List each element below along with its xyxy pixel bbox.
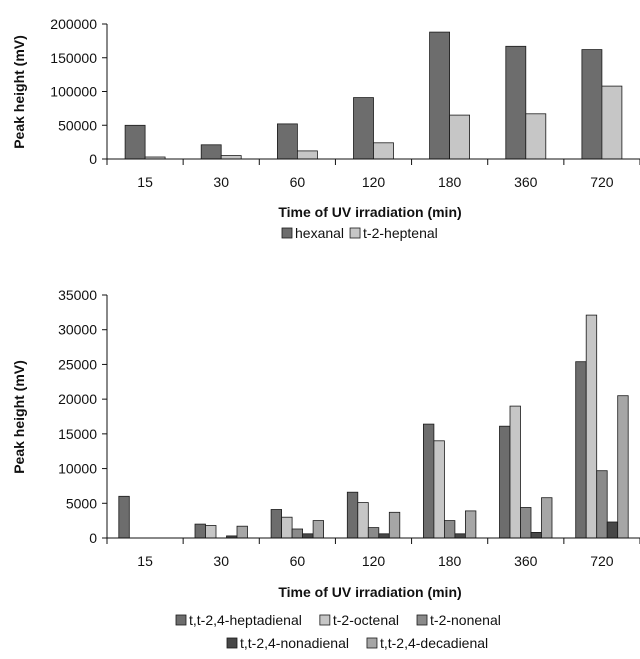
y-tick-label: 150000 <box>50 50 97 66</box>
x-tick-label: 120 <box>362 174 386 190</box>
bar-hexanal-60 <box>276 123 298 160</box>
y-tick-label: 100000 <box>50 84 97 100</box>
bar-t-2-heptenal-60 <box>296 150 318 160</box>
axes-group: 0 5000 10000 15000 20000 25000 30000 35000 15 30 6… <box>58 287 640 569</box>
legend-label: t,t-2,4-nonadienal <box>240 635 349 651</box>
x-tick-label: 720 <box>590 174 614 190</box>
legend-label: t,t-2,4-heptadienal <box>189 612 302 628</box>
bar-t-t-2-4-nonadienal-360 <box>530 532 542 539</box>
legend-label: t-2-nonenal <box>430 612 501 628</box>
legend-swatch <box>281 227 293 239</box>
bar-t-2-nonenal-720 <box>596 470 608 539</box>
bar-t-t-2-4-heptadienal-60 <box>270 509 283 539</box>
y-axis-title: Peak height (mV) <box>11 360 27 474</box>
bar-t-t-2-4-heptadienal-120 <box>346 491 359 539</box>
legend: t,t-2,4-heptadienal t-2-octenal t-2-nonena… <box>175 612 501 651</box>
x-tick-label: 30 <box>213 174 229 190</box>
y-tick-label: 25000 <box>58 356 97 372</box>
x-tick-label: 360 <box>514 174 538 190</box>
bar-t-t-2-4-heptadienal-720 <box>575 361 587 539</box>
bar-t-t-2-4-decadienal-120 <box>388 511 401 539</box>
bar-t-t-2-4-heptadienal-180 <box>422 423 435 539</box>
bar-hexanal-360 <box>505 45 527 160</box>
y-tick-label: 20000 <box>58 391 97 407</box>
bar-hexanal-15 <box>124 124 146 160</box>
bar-hexanal-30 <box>200 144 222 160</box>
bars-group <box>124 31 623 160</box>
bar-t-2-octenal-180 <box>433 440 445 539</box>
axes-group: 0 50000 100000 150000 200000 15 30 60 120 180 360 7… <box>50 16 640 190</box>
chart-aldehydes: 0 5000 10000 15000 20000 25000 30000 35000 15 30 6… <box>11 287 640 651</box>
y-tick-label: 10000 <box>58 461 97 477</box>
bar-t-t-2-4-nonadienal-60 <box>302 533 314 539</box>
x-axis-title: Time of UV irradiation (min) <box>278 584 461 600</box>
bar-t-2-octenal-120 <box>357 502 369 539</box>
y-tick-label: 15000 <box>58 426 97 442</box>
chart-hexanal-heptenal: 0 50000 100000 150000 200000 15 30 60 120 180 360 7… <box>11 16 640 241</box>
bar-t-2-octenal-360 <box>509 405 521 539</box>
y-tick-label: 200000 <box>50 16 97 32</box>
x-tick-label: 180 <box>438 553 462 569</box>
bar-t-2-nonenal-120 <box>367 527 380 539</box>
x-tick-label: 15 <box>137 553 153 569</box>
legend-swatch <box>319 614 331 626</box>
x-tick-label: 120 <box>362 553 386 569</box>
y-tick-label: 35000 <box>58 287 97 303</box>
x-tick-label: 30 <box>213 553 229 569</box>
bar-t-2-heptenal-720 <box>601 85 623 160</box>
bar-t-2-heptenal-30 <box>220 155 242 160</box>
bar-t-t-2-4-nonadienal-720 <box>606 521 619 539</box>
bar-t-2-nonenal-360 <box>520 507 532 539</box>
bar-hexanal-180 <box>429 31 451 160</box>
y-tick-label: 30000 <box>58 322 97 338</box>
bar-t-t-2-4-decadienal-360 <box>541 497 553 539</box>
x-tick-label: 720 <box>590 553 614 569</box>
bar-t-t-2-4-heptadienal-360 <box>499 425 511 539</box>
legend-label: t,t-2,4-decadienal <box>380 635 488 651</box>
bar-t-2-heptenal-360 <box>525 113 547 160</box>
bar-t-t-2-4-decadienal-60 <box>312 520 325 539</box>
y-tick-label: 0 <box>89 151 97 167</box>
legend-swatch <box>349 227 361 239</box>
legend-label: hexanal <box>295 225 344 241</box>
legend: hexanal t-2-heptenal <box>281 225 438 241</box>
y-tick-label: 5000 <box>66 495 97 511</box>
bar-t-2-octenal-60 <box>281 516 293 539</box>
bar-t-2-heptenal-180 <box>449 114 471 160</box>
bar-t-2-nonenal-180 <box>443 520 456 539</box>
y-tick-label: 0 <box>89 530 97 546</box>
y-tick-label: 50000 <box>58 117 97 133</box>
bar-t-t-2-4-decadienal-180 <box>464 510 477 539</box>
legend-swatch <box>416 614 428 626</box>
bar-t-t-2-4-heptadienal-30 <box>194 523 206 539</box>
x-tick-label: 180 <box>438 174 462 190</box>
bars-group <box>118 314 629 539</box>
bar-t-2-octenal-720 <box>585 314 598 539</box>
x-tick-label: 60 <box>290 174 306 190</box>
legend-swatch <box>175 614 187 626</box>
x-axis-title: Time of UV irradiation (min) <box>278 204 461 220</box>
bar-t-t-2-4-nonadienal-180 <box>454 533 466 539</box>
bar-t-2-nonenal-60 <box>291 528 304 539</box>
bar-t-2-heptenal-120 <box>373 142 394 160</box>
bar-t-t-2-4-nonadienal-120 <box>378 533 390 539</box>
x-tick-label: 360 <box>514 553 538 569</box>
x-tick-label: 15 <box>137 174 153 190</box>
bar-hexanal-120 <box>353 97 374 160</box>
bar-hexanal-720 <box>581 49 603 160</box>
x-tick-label: 60 <box>290 553 306 569</box>
legend-swatch <box>366 637 378 649</box>
bar-t-2-octenal-30 <box>205 525 217 539</box>
bar-t-t-2-4-decadienal-30 <box>236 525 248 539</box>
bar-t-t-2-4-heptadienal-15 <box>118 495 130 539</box>
bar-t-t-2-4-decadienal-720 <box>617 395 629 539</box>
y-axis-title: Peak height (mV) <box>11 35 27 149</box>
legend-label: t-2-octenal <box>333 612 399 628</box>
legend-label: t-2-heptenal <box>363 225 438 241</box>
legend-swatch <box>226 637 238 649</box>
